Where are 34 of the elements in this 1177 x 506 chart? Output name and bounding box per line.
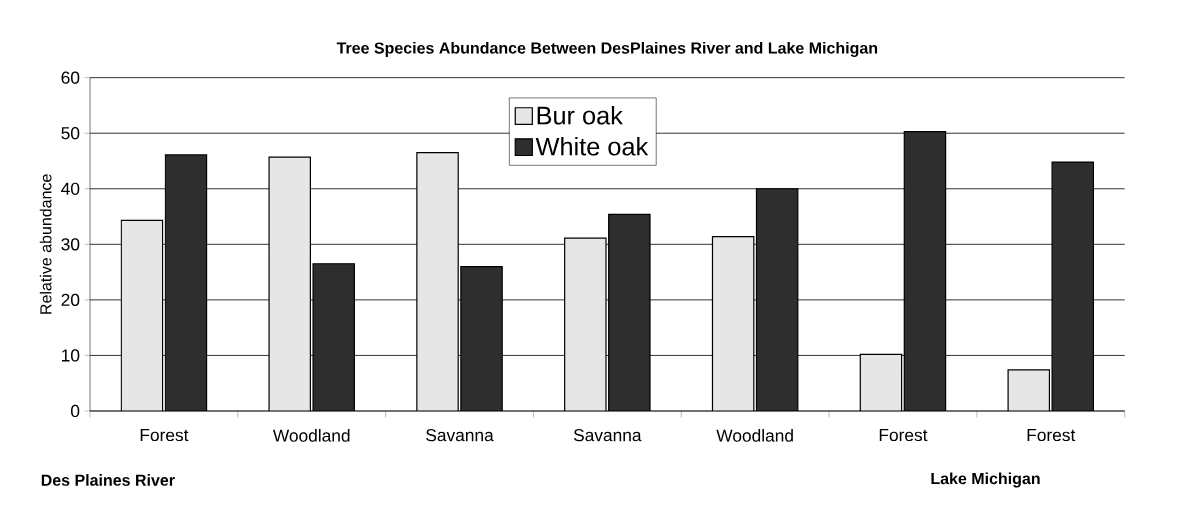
bar bbox=[564, 237, 607, 411]
bar bbox=[1051, 161, 1095, 411]
legend-label: White oak bbox=[535, 136, 649, 156]
bar bbox=[460, 265, 503, 411]
text: Lake Michigan bbox=[931, 472, 1040, 488]
y-tick-label: 20 bbox=[61, 293, 80, 307]
bar bbox=[1007, 369, 1051, 411]
x-tick-label: Woodland bbox=[716, 429, 793, 442]
bar bbox=[859, 353, 903, 411]
y-tick-label: 0 bbox=[71, 404, 80, 418]
bar bbox=[416, 152, 459, 411]
bar bbox=[711, 235, 755, 411]
x-tick-label: Savanna bbox=[426, 429, 494, 442]
x-tick-label: Forest bbox=[140, 429, 189, 442]
y-tick-label: 60 bbox=[61, 71, 80, 84]
y-tick-label: 10 bbox=[62, 349, 80, 362]
bar bbox=[755, 188, 799, 411]
text: Des Plaines River bbox=[41, 474, 175, 486]
y-tick-label: 40 bbox=[61, 182, 80, 195]
x-tick-label: Woodland bbox=[272, 429, 350, 442]
legend-label: Bur oak bbox=[537, 105, 623, 125]
bar bbox=[268, 156, 311, 411]
y-tick-label: 30 bbox=[61, 238, 80, 251]
bar bbox=[608, 213, 651, 411]
bar bbox=[164, 154, 208, 411]
bar bbox=[120, 219, 164, 411]
y-tick-label: 50 bbox=[61, 127, 80, 140]
x-tick-label: Savanna bbox=[573, 429, 642, 442]
bar bbox=[903, 130, 947, 411]
x-tick-label: Forest bbox=[1027, 429, 1076, 442]
chart-title: Tree Species Abundance Between DesPlaines River and Lake Michigan bbox=[336, 41, 878, 57]
y-axis-title: Relative abundance bbox=[39, 174, 52, 314]
x-tick-label: Forest bbox=[879, 429, 928, 442]
bar bbox=[312, 263, 355, 411]
